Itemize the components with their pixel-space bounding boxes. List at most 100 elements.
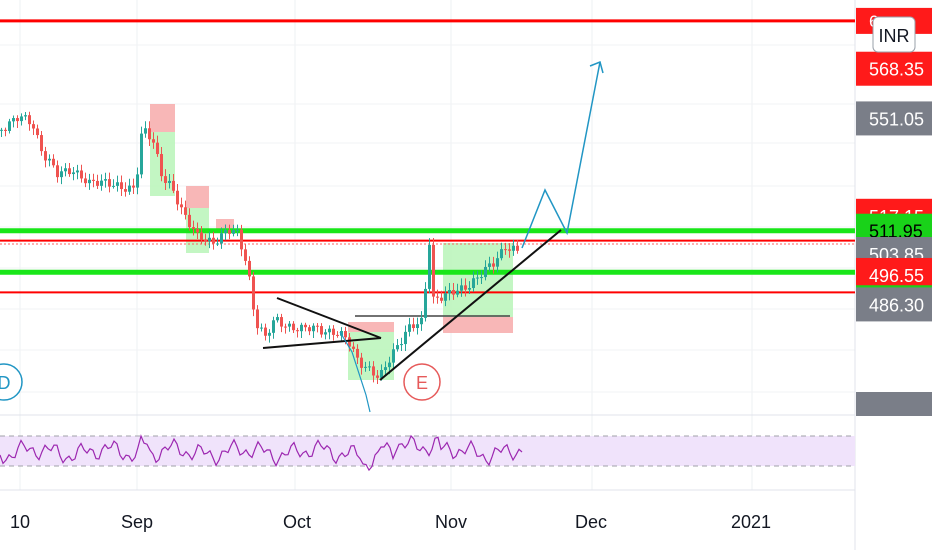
rsi-band <box>0 436 855 466</box>
price-label-text: 568.35 <box>869 60 924 80</box>
candle-body <box>80 170 83 179</box>
triangle-lower-line <box>262 337 382 349</box>
candle-body <box>472 278 475 289</box>
candle-body <box>432 244 435 297</box>
candles <box>0 111 519 385</box>
candle-body <box>152 139 155 143</box>
candle-body <box>36 128 39 136</box>
candle-body <box>168 180 171 183</box>
candle-body <box>112 185 115 187</box>
price-label-text: 496.55 <box>869 266 924 286</box>
earlier-projection <box>339 331 371 413</box>
price-label <box>856 101 932 136</box>
candle-body <box>444 293 447 301</box>
x-tick-label: Sep <box>121 512 153 532</box>
position-box <box>348 322 394 332</box>
candle-body <box>144 128 147 134</box>
candle-body <box>380 370 383 378</box>
candle-body <box>468 288 471 290</box>
earnings-marker[interactable] <box>403 363 441 401</box>
candle-body <box>452 290 455 295</box>
rsi-pane <box>0 434 855 472</box>
candle-body <box>100 180 103 186</box>
candle-body <box>320 326 323 335</box>
candle-body <box>480 277 483 279</box>
candle-body <box>72 172 75 175</box>
y-axis: 6...568.35551.05517.15511.95503.85496.55… <box>856 7 932 416</box>
candle-body <box>336 334 339 336</box>
candle-body <box>232 230 235 234</box>
candle-body <box>304 324 307 328</box>
candle-body <box>164 176 167 183</box>
candle-body <box>360 357 363 368</box>
candle-body <box>208 237 211 242</box>
position-boxes <box>150 104 513 380</box>
candle-body <box>508 249 511 251</box>
candle-body <box>240 229 243 250</box>
x-tick-label: 2021 <box>731 512 771 532</box>
candle-body <box>200 232 203 240</box>
candle-body <box>128 185 131 192</box>
candle-body <box>136 174 139 188</box>
candle-body <box>0 129 3 131</box>
dividend-marker[interactable] <box>0 363 23 401</box>
candle-body <box>344 331 347 338</box>
candle-body <box>228 230 231 234</box>
trend-drawings <box>262 60 604 413</box>
candle-body <box>464 285 467 290</box>
candle-body <box>376 375 379 378</box>
position-box <box>186 186 209 208</box>
candle-body <box>316 325 319 327</box>
candle-body <box>396 345 399 350</box>
price-label-text: 551.05 <box>869 109 924 129</box>
candle-body <box>476 277 479 279</box>
candle-body <box>296 330 299 332</box>
candle-body <box>12 118 15 122</box>
candle-body <box>436 296 439 298</box>
candle-body <box>104 179 107 181</box>
price-label-filler <box>856 392 932 416</box>
price-label-text: 511.95 <box>869 222 923 242</box>
candle-body <box>412 324 415 329</box>
candle-body <box>4 129 7 131</box>
candle-body <box>44 151 47 161</box>
candle-body <box>488 263 491 267</box>
candle-body <box>484 266 487 278</box>
candle-body <box>88 179 91 184</box>
candle-body <box>440 297 443 301</box>
candle-body <box>8 121 11 131</box>
x-axis: 10 Sep Oct Nov Dec 2021 <box>10 512 771 532</box>
candle-body <box>204 239 207 242</box>
candle-body <box>272 320 275 333</box>
candle-body <box>384 367 387 371</box>
candle-body <box>224 230 227 234</box>
candle-body <box>108 179 111 187</box>
candle-body <box>52 158 55 166</box>
candle-body <box>160 154 163 177</box>
candle-body <box>116 182 119 186</box>
candle-body <box>288 323 291 327</box>
candle-body <box>236 229 239 231</box>
candle-body <box>504 249 507 251</box>
candle-body <box>276 317 279 321</box>
price-label <box>856 51 932 86</box>
candle-body <box>392 349 395 363</box>
candle-body <box>404 331 407 345</box>
candle-body <box>348 337 351 347</box>
projection-arrow <box>521 61 601 249</box>
price-label <box>856 287 932 322</box>
candle-body <box>312 325 315 332</box>
candle-body <box>220 233 223 244</box>
candle-body <box>248 260 251 277</box>
candle-body <box>428 244 431 289</box>
candle-body <box>280 317 283 327</box>
candle-body <box>284 326 287 328</box>
candle-body <box>292 323 295 331</box>
candle-body <box>212 237 215 244</box>
candle-body <box>180 204 183 208</box>
position-box <box>443 317 513 333</box>
currency-badge[interactable] <box>872 16 916 53</box>
candle-body <box>140 133 143 175</box>
